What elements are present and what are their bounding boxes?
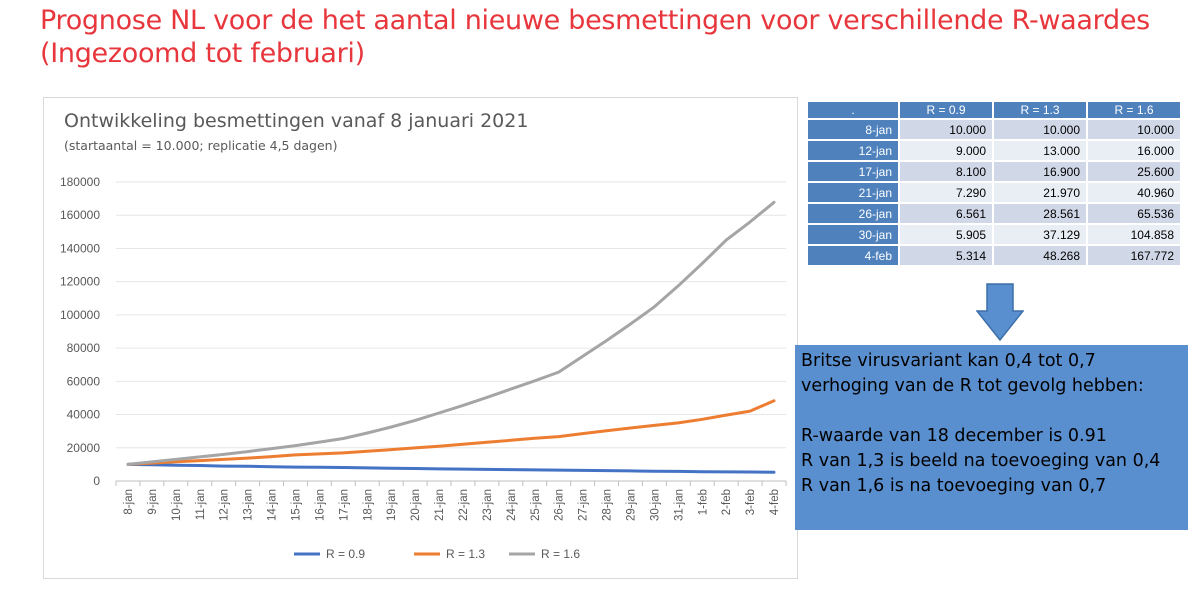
- table-cell: 10.000: [1088, 120, 1180, 139]
- table-row: 8-jan 10.000 10.000 10.000: [808, 120, 1180, 139]
- note-line: R-waarde van 18 december is 0.91: [801, 426, 1107, 446]
- note-line: [801, 399, 1182, 424]
- y-tick-label: 160000: [60, 208, 100, 222]
- chart-plot: 0 20000 40000 60000 80000 100000 120000 140000 1…: [60, 175, 787, 561]
- table-cell: 6.561: [900, 204, 992, 223]
- x-tick-label: 16-jan: [314, 489, 326, 521]
- table-cell: 5.314: [900, 246, 992, 265]
- table-cell: 8.100: [900, 162, 992, 181]
- x-tick-label: 13-jan: [243, 489, 255, 521]
- down-arrow-icon: [976, 283, 1024, 341]
- table-cell: 10.000: [994, 120, 1086, 139]
- x-tick-label: 20-jan: [410, 489, 422, 521]
- x-tick-label: 18-jan: [362, 489, 374, 521]
- table-date-cell: 30-jan: [808, 225, 898, 244]
- y-tick-label: 60000: [67, 374, 101, 388]
- table-cell: 48.268: [994, 246, 1086, 265]
- y-tick-label: 20000: [67, 441, 101, 455]
- legend-label: R = 0.9: [326, 547, 365, 561]
- table-header-cell: R = 1.3: [994, 102, 1086, 118]
- x-tick-label: 28-jan: [602, 489, 614, 521]
- line-chart: 0 20000 40000 60000 80000 100000 120000 140000 1…: [43, 97, 798, 579]
- prognosis-table: . R = 0.9 R = 1.3 R = 1.6 8-jan 10.000 1…: [806, 100, 1182, 267]
- table-date-cell: 12-jan: [808, 141, 898, 160]
- series-line-r-1-3: [126, 399, 776, 466]
- x-tick-label: 26-jan: [554, 489, 566, 521]
- table-cell: 9.000: [900, 141, 992, 160]
- y-tick-label: 120000: [60, 275, 100, 289]
- note-line: R van 1,6 is na toevoeging van 0,7: [801, 476, 1107, 496]
- table-row: 21-jan 7.290 21.970 40.960: [808, 183, 1180, 202]
- y-tick-label: 40000: [67, 408, 101, 422]
- legend-label: R = 1.6: [541, 547, 580, 561]
- table-header-cell: R = 0.9: [900, 102, 992, 118]
- x-tick-label: 2-feb: [721, 489, 733, 515]
- x-tick-label: 15-jan: [290, 489, 302, 521]
- table-cell: 25.600: [1088, 162, 1180, 181]
- x-tick-label: 9-jan: [147, 489, 159, 515]
- x-tick-label: 11-jan: [195, 489, 207, 520]
- x-tick-label: 31-jan: [673, 489, 685, 521]
- x-tick-label: 29-jan: [625, 489, 637, 521]
- x-tick-label: 8-jan: [123, 489, 135, 515]
- table-cell: 7.290: [900, 183, 992, 202]
- series-line-r-1-6: [126, 200, 776, 466]
- table-cell: 65.536: [1088, 204, 1180, 223]
- table-row: 26-jan 6.561 28.561 65.536: [808, 204, 1180, 223]
- chart-subtitle: (startaantal = 10.000; replicatie 4,5 da…: [64, 138, 338, 153]
- x-tick-label: 27-jan: [578, 489, 590, 521]
- table-date-cell: 26-jan: [808, 204, 898, 223]
- x-tick-label: 3-feb: [745, 489, 757, 515]
- x-tick-label: 23-jan: [482, 489, 494, 521]
- table-date-cell: 8-jan: [808, 120, 898, 139]
- table-cell: 28.561: [994, 204, 1086, 223]
- note-line: R van 1,3 is beeld na toevoeging van 0,4: [801, 451, 1161, 471]
- x-tick-label: 12-jan: [219, 489, 231, 521]
- x-tick-label: 1-feb: [697, 489, 709, 515]
- slide-title: Prognose NL voor de het aantal nieuwe be…: [40, 5, 1150, 69]
- table-row: 17-jan 8.100 16.900 25.600: [808, 162, 1180, 181]
- table-header-row: . R = 0.9 R = 1.3 R = 1.6: [808, 102, 1180, 118]
- x-tick-label: 24-jan: [506, 489, 518, 521]
- table-row: 12-jan 9.000 13.000 16.000: [808, 141, 1180, 160]
- y-tick-label: 100000: [60, 308, 100, 322]
- variant-note: Britse virusvariant kan 0,4 tot 0,7 verh…: [795, 345, 1188, 530]
- table-cell: 37.129: [994, 225, 1086, 244]
- x-tick-label: 21-jan: [434, 489, 446, 521]
- table-cell: 40.960: [1088, 183, 1180, 202]
- table-cell: 5.905: [900, 225, 992, 244]
- note-line: Britse virusvariant kan 0,4 tot 0,7: [801, 351, 1096, 371]
- x-tick-label: 17-jan: [338, 489, 350, 521]
- note-line: verhoging van de R tot gevolg hebben:: [801, 376, 1144, 396]
- table-cell: 104.858: [1088, 225, 1180, 244]
- table-date-cell: 17-jan: [808, 162, 898, 181]
- table-header-cell: R = 1.6: [1088, 102, 1180, 118]
- table-row: 30-jan 5.905 37.129 104.858: [808, 225, 1180, 244]
- x-tick-label: 14-jan: [267, 489, 279, 521]
- x-tick-label: 22-jan: [458, 489, 470, 521]
- x-tick-label: 30-jan: [649, 489, 661, 521]
- table-cell: 21.970: [994, 183, 1086, 202]
- legend-label: R = 1.3: [446, 547, 485, 561]
- table-date-cell: 4-feb: [808, 246, 898, 265]
- table-cell: 13.000: [994, 141, 1086, 160]
- x-tick-label: 19-jan: [386, 489, 398, 521]
- table-header-cell: .: [808, 102, 898, 118]
- table-cell: 10.000: [900, 120, 992, 139]
- x-tick-label: 4-feb: [769, 489, 781, 515]
- x-tick-label: 10-jan: [171, 489, 183, 521]
- table-cell: 16.000: [1088, 141, 1180, 160]
- y-tick-label: 0: [93, 474, 100, 488]
- series-line-r-0-9: [126, 462, 776, 474]
- y-tick-label: 140000: [60, 241, 100, 255]
- y-tick-label: 180000: [60, 175, 100, 189]
- table-date-cell: 21-jan: [808, 183, 898, 202]
- chart-title: Ontwikkeling besmettingen vanaf 8 januar…: [64, 110, 529, 132]
- y-tick-label: 80000: [67, 341, 101, 355]
- table-row: 4-feb 5.314 48.268 167.772: [808, 246, 1180, 265]
- x-tick-label: 25-jan: [530, 489, 542, 521]
- table-cell: 167.772: [1088, 246, 1180, 265]
- table-cell: 16.900: [994, 162, 1086, 181]
